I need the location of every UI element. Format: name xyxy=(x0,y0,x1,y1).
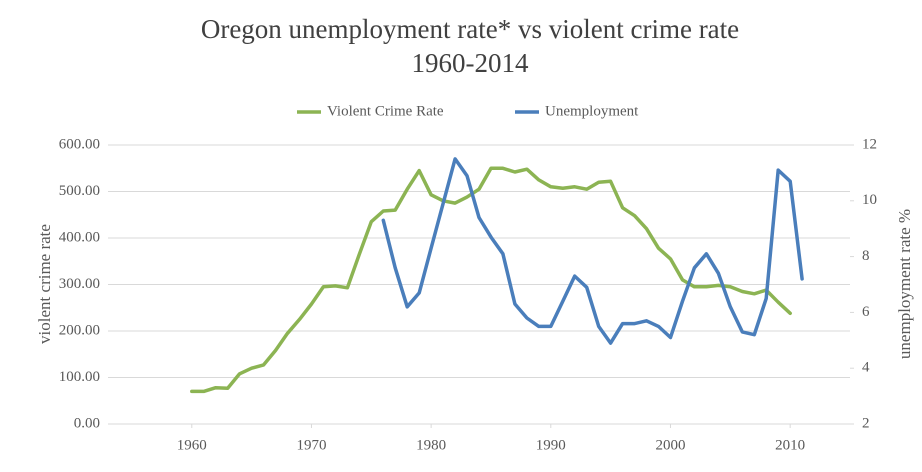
x-tick-label: 2000 xyxy=(655,437,685,453)
y-axis-title: violent crime rate xyxy=(35,224,54,344)
chart-subtitle: 1960-2014 xyxy=(412,48,529,78)
series-line xyxy=(190,166,792,394)
y2-tick-label: 4 xyxy=(862,360,870,376)
y-tick-label: 200.00 xyxy=(59,322,100,338)
y-tick-label: 400.00 xyxy=(59,229,100,245)
x-tick-label: 1960 xyxy=(177,437,207,453)
y-tick-label: 600.00 xyxy=(59,136,100,152)
y2-tick-label: 10 xyxy=(862,192,877,208)
y-tick-label: 300.00 xyxy=(59,276,100,292)
y2-axis-title: unemployment rate % xyxy=(895,209,914,359)
legend-label: Violent Crime Rate xyxy=(327,103,444,119)
y-tick-label: 0.00 xyxy=(74,415,100,431)
x-tick-label: 1970 xyxy=(296,437,326,453)
y-tick-label: 500.00 xyxy=(59,183,100,199)
series-line xyxy=(381,157,804,345)
x-tick-label: 1990 xyxy=(536,437,566,453)
y2-tick-label: 6 xyxy=(862,304,870,320)
x-tick-label: 1980 xyxy=(416,437,446,453)
y2-tick-label: 2 xyxy=(862,415,870,431)
y2-tick-label: 8 xyxy=(862,248,870,264)
x-tick-label: 2010 xyxy=(775,437,805,453)
legend-label: Unemployment xyxy=(545,103,639,119)
chart-title: Oregon unemployment rate* vs violent cri… xyxy=(201,14,739,44)
y2-tick-label: 12 xyxy=(862,136,877,152)
y-tick-label: 100.00 xyxy=(59,369,100,385)
